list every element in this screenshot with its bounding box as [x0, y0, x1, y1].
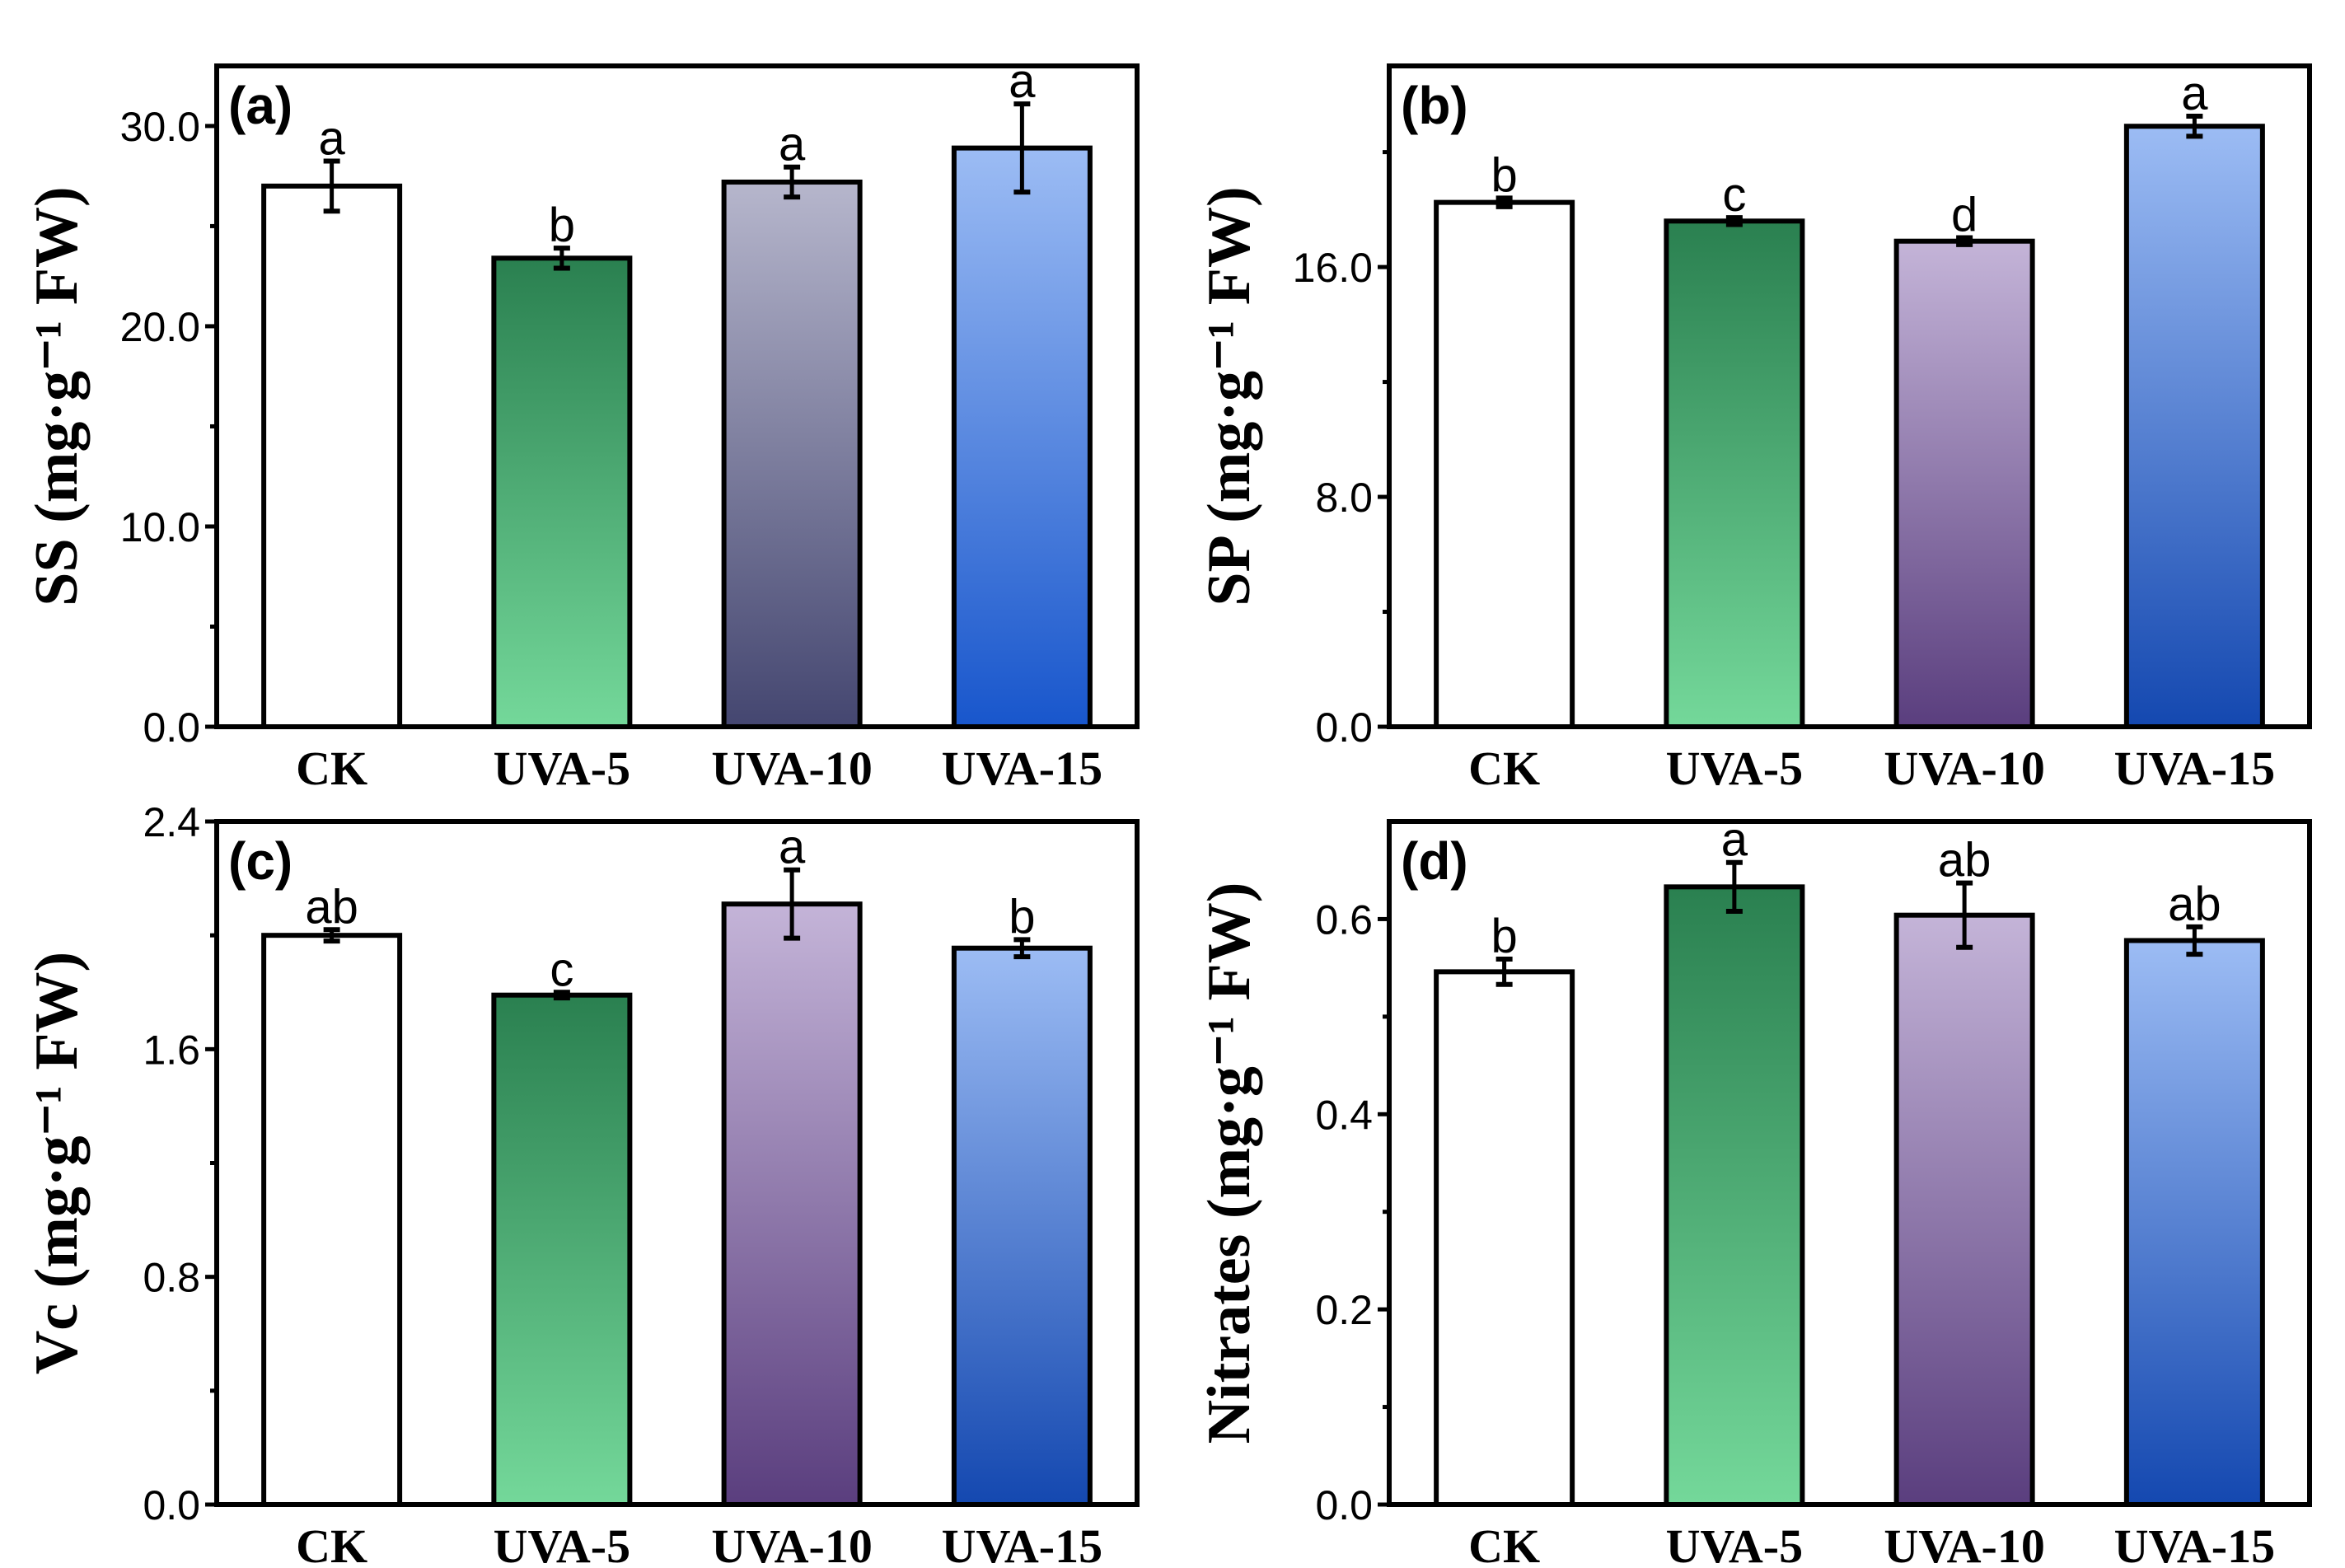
- panel-label: (c): [228, 831, 293, 891]
- y-tick-label: 0.0: [143, 704, 200, 751]
- bar-uva-15: [951, 145, 1093, 730]
- x-tick-label: UVA-10: [711, 742, 873, 795]
- significance-label: ab: [305, 880, 358, 934]
- bar-uva-15: [2123, 938, 2265, 1508]
- plot-frame: [1387, 63, 2312, 729]
- panel-label: (d): [1401, 831, 1468, 891]
- significance-label: b: [549, 199, 575, 252]
- y-tick-label: 0.4: [1315, 1092, 1373, 1138]
- y-tick-label: 0.6: [1315, 896, 1373, 943]
- bar-ck: [261, 183, 403, 729]
- y-tick-label: 8.0: [1315, 475, 1373, 521]
- y-tick-label: 0.8: [143, 1255, 200, 1301]
- significance-label: ab: [2168, 878, 2221, 931]
- y-tick-label: 20.0: [120, 304, 200, 350]
- significance-label: b: [1491, 910, 1517, 963]
- bar-uva-10: [721, 179, 863, 729]
- y-axis-label: SP (mg·g⁻¹ FW): [1196, 186, 1263, 606]
- panel-c: ab CK c UVA-5 a UVA-10 b UVA-15 0.0 0.8 1.6 2.4 (c) V…: [23, 799, 1140, 1568]
- significance-label: a: [2181, 67, 2208, 120]
- significance-label: b: [1491, 148, 1517, 202]
- x-tick-label: CK: [1468, 1519, 1540, 1568]
- bar-ck: [261, 933, 403, 1507]
- bar-uva-10: [721, 901, 863, 1507]
- significance-label: a: [779, 118, 806, 171]
- bar-uva-15: [951, 945, 1093, 1508]
- y-tick-label: 2.4: [143, 799, 200, 845]
- y-tick-label: 16.0: [1293, 245, 1373, 291]
- bar-uva-5: [1664, 218, 1805, 729]
- x-tick-label: UVA-15: [942, 1519, 1103, 1568]
- significance-label: ab: [1938, 834, 1992, 887]
- y-tick-label: 30.0: [120, 104, 200, 150]
- bar-uva-15: [2123, 124, 2265, 730]
- significance-label: b: [1009, 890, 1035, 943]
- y-tick-label: 0.0: [1315, 704, 1373, 751]
- x-tick-label: CK: [296, 742, 367, 795]
- significance-label: d: [1951, 189, 1978, 242]
- x-tick-label: UVA-10: [711, 1519, 873, 1568]
- significance-label: a: [779, 821, 806, 874]
- bar-uva-10: [1893, 238, 2035, 729]
- x-tick-label: UVA-10: [1884, 1519, 2045, 1568]
- plot-frame: [1387, 819, 2312, 1507]
- panel-d: bCKaUVA-5abUVA-10abUVA-150.00.20.40.6(d)…: [1196, 813, 2312, 1568]
- x-tick-label: UVA-10: [1884, 742, 2045, 795]
- plot-frame: [214, 63, 1140, 729]
- bar-uva-10: [1893, 912, 2035, 1507]
- y-tick-label: 1.6: [143, 1027, 200, 1073]
- y-axis-label: Vc (mg·g⁻¹ FW): [23, 952, 91, 1374]
- y-tick-label: 0.0: [1315, 1482, 1373, 1528]
- bar-ck: [1434, 969, 1575, 1507]
- x-tick-label: UVA-15: [942, 742, 1103, 795]
- bar-ck: [1434, 199, 1575, 729]
- x-tick-label: CK: [1468, 742, 1540, 795]
- y-axis-label: SS (mg·g⁻¹ FW): [23, 186, 91, 606]
- y-tick-label: 0.0: [143, 1482, 200, 1528]
- x-tick-label: UVA-5: [494, 1519, 631, 1568]
- x-tick-label: UVA-15: [2114, 742, 2276, 795]
- x-tick-label: UVA-5: [494, 742, 631, 795]
- x-tick-label: CK: [296, 1519, 367, 1568]
- bar-uva-5: [1664, 884, 1805, 1507]
- bar-uva-5: [491, 255, 633, 729]
- significance-label: a: [1009, 54, 1036, 108]
- y-axis-label: Nitrates (mg·g⁻¹ FW): [1196, 882, 1263, 1444]
- x-tick-label: UVA-5: [1666, 742, 1804, 795]
- x-tick-label: UVA-15: [2114, 1519, 2276, 1568]
- significance-label: c: [550, 943, 573, 996]
- panel-label: (b): [1401, 76, 1468, 135]
- panel-a: a CK b UVA-5 a UVA-10 a UVA-15 0.0 10.0 20.0 30.0 (a…: [23, 54, 1140, 795]
- y-tick-label: 0.2: [1315, 1287, 1373, 1333]
- y-tick-label: 10.0: [120, 504, 200, 550]
- x-tick-label: UVA-5: [1666, 1519, 1804, 1568]
- significance-label: a: [318, 111, 345, 165]
- panel-label: (a): [228, 76, 293, 135]
- bar-uva-5: [491, 992, 633, 1508]
- panel-b: b CK c UVA-5 d UVA-10 a UVA-15 0.0 8.0 16.0 (b) SP (…: [1196, 63, 2312, 795]
- significance-label: c: [1722, 168, 1746, 222]
